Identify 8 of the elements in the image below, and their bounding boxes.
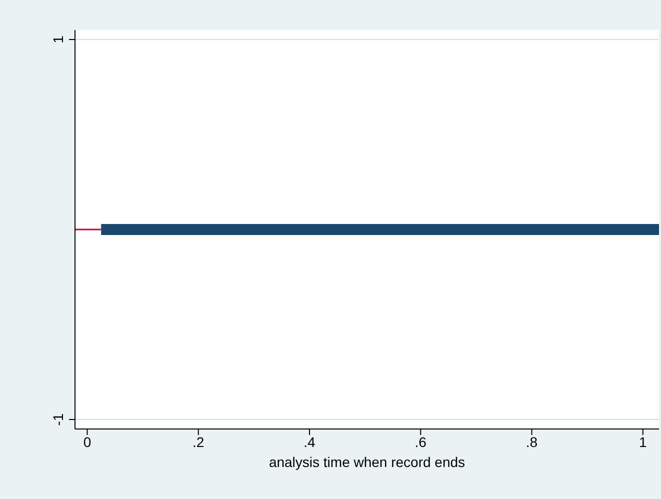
x-tick-label: .2 [192,434,204,450]
x-axis-title: analysis time when record ends [268,454,466,470]
x-tick-label: 1 [638,434,647,450]
x-tick-label: .4 [304,434,316,450]
x-tick-label: .6 [414,434,427,450]
x-tick-label: 0 [83,434,92,450]
x-tick-label: .8 [526,434,538,450]
y-tick-label: -1 [50,413,66,426]
